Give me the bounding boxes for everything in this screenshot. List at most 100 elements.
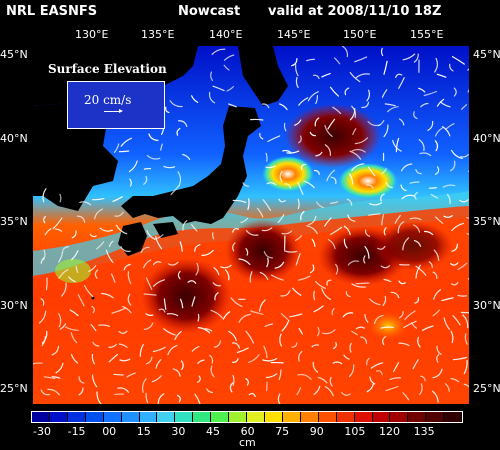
current-streak: [111, 273, 116, 283]
current-streak: [51, 345, 60, 356]
current-streak: [446, 193, 451, 205]
current-streak: [432, 390, 439, 403]
current-streak: [460, 154, 469, 158]
current-streak: [348, 173, 354, 185]
current-streak: [435, 216, 444, 224]
current-streak: [265, 165, 276, 169]
current-streak: [410, 322, 417, 329]
current-streak: [298, 135, 302, 144]
reference-vector-box: 20 cm/s: [67, 81, 165, 129]
current-streak: [247, 198, 250, 210]
current-streak: [451, 222, 464, 232]
current-streak: [210, 365, 215, 378]
current-streak: [434, 57, 439, 73]
current-streak: [261, 227, 273, 232]
current-streak: [295, 235, 303, 241]
current-streak: [69, 309, 79, 317]
current-streak: [228, 103, 237, 108]
current-streak: [398, 311, 404, 319]
colorbar-swatch: [85, 412, 104, 422]
current-streak: [120, 246, 131, 252]
colorbar-swatch: [336, 412, 355, 422]
current-streak: [232, 374, 235, 386]
current-streak: [195, 262, 199, 276]
current-streak: [283, 122, 287, 132]
current-streak: [278, 369, 282, 381]
island: [91, 296, 95, 300]
current-streak: [355, 326, 366, 330]
current-streak: [40, 257, 45, 264]
current-streak: [451, 149, 463, 159]
current-streak: [166, 313, 179, 317]
current-streak: [197, 375, 201, 383]
current-streak: [443, 215, 453, 218]
current-streak: [212, 85, 225, 92]
current-streak: [421, 325, 434, 331]
current-streak: [444, 383, 450, 392]
current-streak: [341, 392, 351, 396]
current-streak: [43, 376, 56, 379]
anticyclonic-eddy: [285, 104, 381, 168]
current-streak: [398, 77, 405, 89]
current-streak: [348, 364, 355, 378]
current-streak: [312, 74, 320, 80]
current-streak: [55, 362, 64, 374]
current-streak: [322, 329, 336, 335]
current-streak: [393, 362, 400, 373]
colorbar-swatch: [282, 412, 301, 422]
current-streak: [324, 144, 332, 156]
reference-vector-label: 20 cm/s: [84, 93, 132, 107]
current-streak: [414, 192, 418, 200]
current-streak: [409, 181, 420, 184]
current-streak: [263, 251, 273, 259]
current-streak: [123, 263, 131, 271]
current-streak: [143, 293, 157, 296]
current-streak: [101, 292, 114, 299]
colorbar-swatch: [318, 412, 337, 422]
current-streak: [78, 387, 84, 396]
colorbar-tick-label: 00: [102, 425, 117, 438]
current-streak: [415, 265, 427, 276]
current-streak: [345, 291, 351, 298]
current-streak: [347, 214, 356, 222]
current-streak: [79, 201, 92, 206]
current-streak: [126, 372, 136, 378]
current-streak: [313, 385, 321, 395]
current-streak: [108, 353, 118, 363]
current-streak: [314, 117, 320, 127]
current-streak: [141, 378, 147, 393]
lat-label-left: 25°N: [0, 382, 28, 395]
current-streak: [329, 86, 339, 97]
current-streak: [58, 313, 62, 328]
current-streak: [387, 106, 399, 113]
current-streak: [163, 328, 176, 336]
current-streak: [346, 198, 353, 206]
current-streak: [361, 101, 370, 109]
current-streak: [78, 376, 85, 384]
current-streak: [118, 343, 128, 348]
current-streak: [392, 139, 402, 152]
colorbar-swatch: [157, 412, 176, 422]
colorbar-swatch: [300, 412, 319, 422]
current-streak: [261, 103, 270, 109]
current-streak: [279, 103, 288, 111]
current-streak: [324, 386, 334, 397]
current-streak: [457, 262, 468, 271]
current-streak: [153, 234, 164, 240]
current-streak: [395, 137, 400, 153]
current-streak: [210, 309, 223, 319]
current-streak: [369, 298, 381, 306]
current-streak: [289, 313, 303, 318]
lat-label-left: 40°N: [0, 132, 28, 145]
current-streak: [412, 359, 419, 370]
current-streak: [443, 317, 450, 330]
current-streak: [326, 279, 332, 286]
current-streak: [363, 255, 366, 264]
current-streak: [334, 57, 341, 65]
current-streak: [313, 169, 320, 175]
current-streak: [61, 282, 67, 297]
current-streak: [311, 344, 319, 348]
current-streak: [291, 342, 298, 348]
current-streak: [259, 133, 264, 140]
current-streak: [197, 313, 200, 322]
